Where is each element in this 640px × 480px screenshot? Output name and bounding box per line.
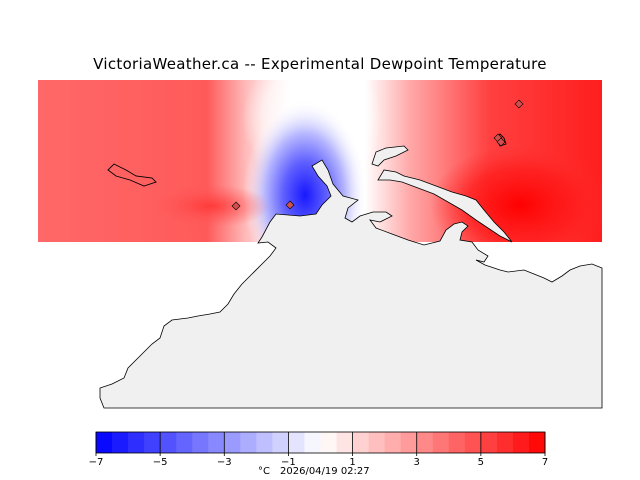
lake-outline bbox=[107, 163, 157, 187]
map-title: VictoriaWeather.ca -- Experimental Dewpo… bbox=[93, 55, 547, 73]
colorbar-step bbox=[368, 432, 386, 453]
colorbar-step bbox=[176, 432, 193, 453]
station-marker[interactable] bbox=[285, 200, 295, 210]
colorbar-step bbox=[160, 432, 177, 453]
colorbar-step bbox=[208, 432, 225, 453]
colorbar-step bbox=[464, 432, 482, 453]
colorbar-unit: °C bbox=[258, 466, 270, 477]
colorbar-tick-label: −7 bbox=[89, 457, 104, 468]
colorbar-step bbox=[496, 432, 514, 453]
colorbar-tick-labels: −7 −5 −3 −1 1 3 5 7 bbox=[89, 457, 549, 468]
colorbar-tick-label: 3 bbox=[414, 457, 420, 468]
land-mass bbox=[99, 159, 603, 409]
colorbar-timestamp: 2026/04/19 02:27 bbox=[280, 466, 370, 477]
colorbar-tick-label: −3 bbox=[217, 457, 232, 468]
colorbar-ticks bbox=[95, 432, 546, 456]
colorbar-footer: °C 2026/04/19 02:27 bbox=[258, 466, 370, 477]
colorbar-step bbox=[480, 432, 498, 453]
colorbar-step bbox=[128, 432, 145, 453]
colorbar-step bbox=[112, 432, 129, 453]
colorbar-tick-label: 5 bbox=[478, 457, 484, 468]
colorbar-step bbox=[384, 432, 402, 453]
colorbar-step bbox=[272, 432, 289, 453]
colorbar-tick-label: 1 bbox=[349, 457, 355, 468]
colorbar-step bbox=[432, 432, 450, 453]
colorbar: −7 −5 −3 −1 1 3 5 7 °C 2026/04/19 02:27 bbox=[89, 431, 549, 477]
colorbar-step bbox=[512, 432, 530, 453]
colorbar-step bbox=[192, 432, 209, 453]
colorbar-step bbox=[400, 432, 418, 453]
colorbar-step bbox=[240, 432, 257, 453]
colorbar-step bbox=[448, 432, 466, 453]
land-spit bbox=[371, 145, 409, 167]
colorbar-step bbox=[528, 432, 546, 453]
colorbar-step bbox=[144, 432, 161, 453]
colorbar-step bbox=[224, 432, 241, 453]
colorbar-tick-label: −5 bbox=[153, 457, 168, 468]
station-marker[interactable] bbox=[231, 201, 241, 211]
colorbar-step bbox=[336, 432, 353, 453]
colorbar-steps bbox=[96, 432, 546, 453]
colorbar-tick-label: 7 bbox=[542, 457, 548, 468]
station-marker[interactable] bbox=[496, 137, 506, 147]
station-marker[interactable] bbox=[514, 99, 524, 109]
colorbar-step bbox=[256, 432, 273, 453]
colorbar-step bbox=[288, 432, 305, 453]
colorbar-step bbox=[320, 432, 337, 453]
colorbar-step bbox=[352, 432, 370, 453]
colorbar-step bbox=[96, 432, 113, 453]
colorbar-tick-label: −1 bbox=[281, 457, 296, 468]
land-north-peninsula bbox=[377, 169, 513, 243]
station-markers bbox=[231, 99, 524, 211]
colorbar-step bbox=[304, 432, 321, 453]
colorbar-step bbox=[416, 432, 434, 453]
